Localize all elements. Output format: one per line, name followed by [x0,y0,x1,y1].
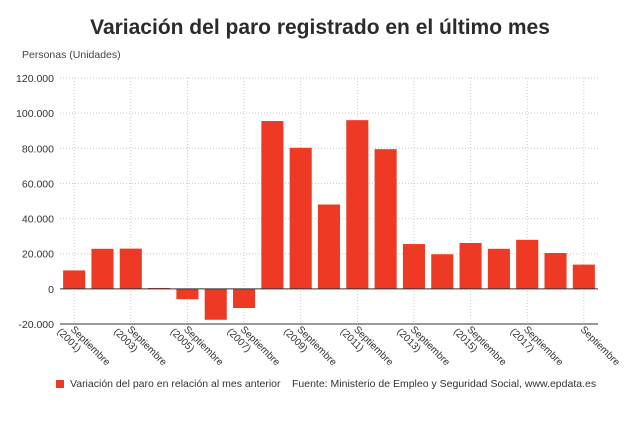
bar [431,254,454,289]
y-tick-label: 100.000 [16,108,54,120]
source-note: Fuente: Ministerio de Empleo y Seguridad… [292,378,597,390]
legend-label: Variación del paro en relación al mes an… [70,378,281,390]
y-tick-label: 40.000 [22,214,54,226]
bar [346,120,369,289]
x-tick-label: Septiembre(2005) [168,324,226,368]
bar [63,270,86,289]
bar [233,288,256,309]
bar [374,149,397,289]
legend-swatch [56,380,64,388]
legend: Variación del paro en relación al mes an… [56,378,281,390]
bar [176,288,199,300]
x-tick-label: Septiembre(2003) [111,324,169,368]
bar [402,244,425,289]
bar [261,121,284,289]
x-tick-label-line1: Septiembre [578,324,622,368]
x-tick-label: Septiembre(2009) [281,324,339,368]
axes [60,288,598,325]
bar [119,248,142,289]
y-tick-label: 20.000 [22,249,54,261]
chart-title: Variación del paro registrado en el últi… [90,16,550,39]
y-tick-label: 60.000 [22,178,54,190]
bar [204,288,227,320]
bar [459,242,482,289]
y-tick-label: 80.000 [22,143,54,155]
y-axis-label: Personas (Unidades) [22,49,121,61]
bars [63,120,595,320]
y-tick-label: 0 [48,284,54,296]
y-axis-ticks: -20.000 0 20.000 40.000 60.000 80.000 100.000 1… [16,73,54,331]
x-tick-label: Septiembre(2017) [508,324,566,368]
bar [289,147,312,289]
x-tick-label: Septiembre(2011) [338,324,396,368]
x-tick-label: Septiembre(2007) [224,324,282,368]
x-tick-label: Septiembre(2015) [451,324,509,368]
x-tick-label: Septiembre(2001) [55,324,113,368]
bar [91,248,114,289]
y-tick-label: -20.000 [18,319,54,331]
bar [317,204,341,289]
y-tick-label: 120.000 [16,73,54,85]
bar [572,264,595,289]
bar [516,239,539,289]
bar [544,253,567,289]
x-tick-label: Septiembre [578,324,622,368]
bar [487,248,510,289]
x-tick-label: Septiembre(2013) [394,324,452,368]
x-axis-ticks: Septiembre(2001) Septiembre(2003) Septiemb… [55,324,622,368]
